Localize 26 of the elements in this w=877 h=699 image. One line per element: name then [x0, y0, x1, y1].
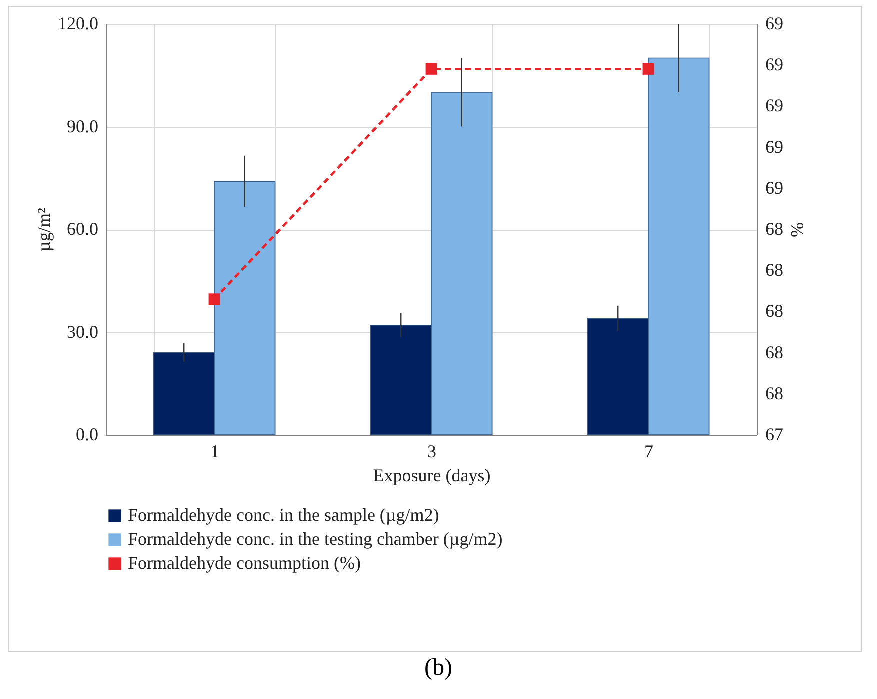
y2-axis-title: %: [788, 222, 808, 238]
x-tick-label: 3: [428, 442, 436, 462]
x-tick-label: 7: [644, 442, 654, 462]
y2-tick-label: 67: [766, 424, 784, 444]
legend-label: Formaldehyde conc. in the sample (µg/m2): [128, 505, 440, 525]
y-axis-title: µg/m²: [34, 208, 54, 252]
y2-tick-label: 68: [766, 383, 784, 404]
x-axis-title: Exposure (days): [373, 466, 491, 486]
y2-tick-label: 69: [766, 136, 784, 157]
y-tick-label: 30.0: [67, 322, 98, 342]
y2-tick-label: 68: [766, 219, 784, 239]
y-tick-label: 0.0: [76, 424, 98, 444]
y2-tick-label: 69: [766, 178, 784, 198]
y-tick-label: 90.0: [67, 116, 98, 136]
legend-label: Formaldehyde conc. in the testing chamber (µg/m2): [128, 529, 503, 549]
y2-tick-label: 69: [766, 54, 784, 75]
y-tick-label: 60.0: [67, 219, 98, 239]
y2-tick-label: 69: [766, 14, 784, 34]
x-tick-label: 1: [210, 442, 220, 462]
y2-tick-label: 69: [766, 96, 784, 116]
y2-tick-label: 68: [766, 260, 784, 280]
y2-tick-label: 68: [766, 301, 784, 322]
y2-tick-label: 68: [766, 342, 784, 362]
legend-label: Formaldehyde consumption (%): [128, 553, 361, 573]
text: (b): [424, 655, 454, 682]
y-tick-label: 120.0: [58, 14, 98, 34]
